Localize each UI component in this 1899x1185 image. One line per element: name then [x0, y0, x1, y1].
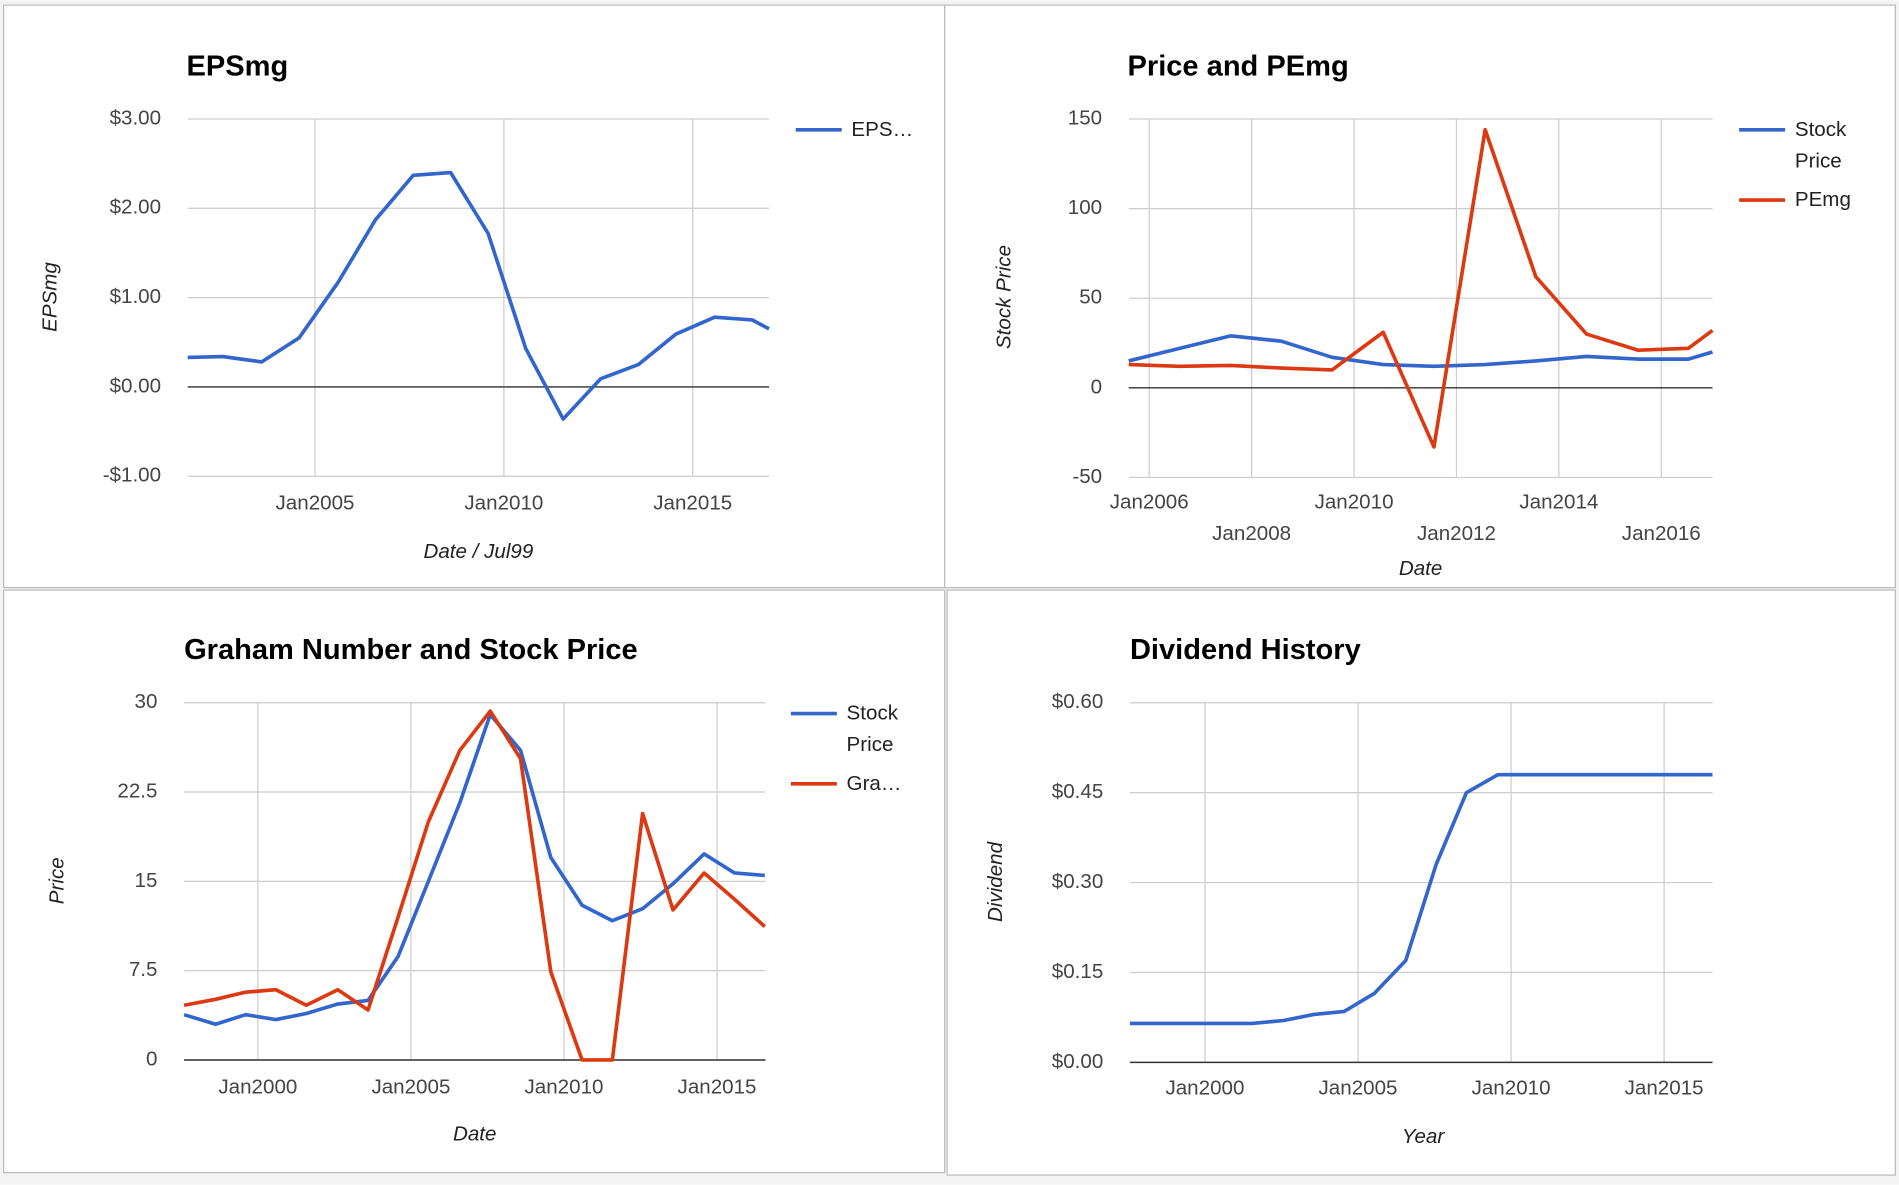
chart-title: EPSmg	[187, 50, 289, 82]
y-tick-label: $1.00	[110, 285, 162, 308]
x-tick-label: Jan2000	[1165, 1076, 1244, 1099]
y-tick-label: 50	[1079, 286, 1102, 309]
x-tick-label: Jan2006	[1110, 490, 1189, 513]
y-tick-label: -50	[1072, 465, 1102, 488]
y-tick-label: 7.5	[129, 958, 158, 981]
x-tick-label: Jan2005	[371, 1075, 450, 1098]
series-line	[1129, 772, 1713, 1026]
y-axis-title: Dividend	[984, 841, 1007, 922]
x-tick-label: Jan2010	[525, 1075, 604, 1098]
y-tick-label: 100	[1068, 196, 1102, 219]
legend-item: EPS…	[851, 117, 914, 141]
y-tick-label: -$1.00	[103, 464, 161, 487]
legend-item: Gra…	[846, 771, 902, 795]
x-tick-label: Jan2014	[1519, 490, 1598, 513]
series-line	[1128, 334, 1714, 369]
x-tick-label: Jan2015	[1625, 1076, 1704, 1099]
y-tick-label: 15	[135, 869, 158, 892]
legend-label: Stock Price	[846, 701, 899, 756]
legend-label: Stock Price	[1794, 117, 1847, 173]
panel	[3, 4, 946, 589]
x-tick-label: Jan2010	[1315, 490, 1394, 513]
y-tick-label: 150	[1068, 106, 1102, 129]
x-tick-label: Jan2008	[1212, 522, 1291, 545]
x-tick-label: Jan2010	[464, 492, 543, 515]
x-tick-label: Jan2015	[653, 492, 732, 515]
x-axis-title: Year	[1402, 1125, 1445, 1148]
y-axis-title: Stock Price	[993, 245, 1016, 349]
x-tick-label: Jan2005	[1319, 1076, 1398, 1099]
chart-title: Dividend History	[1130, 634, 1361, 666]
x-tick-label: Jan2015	[678, 1075, 757, 1098]
y-tick-label: $0.30	[1052, 870, 1104, 893]
legend-label: EPS…	[851, 117, 914, 141]
y-tick-label: 0	[146, 1047, 157, 1070]
chart-title: Graham Number and Stock Price	[184, 634, 638, 666]
x-tick-label: Jan2005	[276, 492, 355, 515]
series-line	[183, 709, 767, 1062]
x-axis-title: Date / Jul99	[423, 540, 533, 563]
y-tick-label: 30	[135, 690, 158, 713]
y-tick-label: $0.15	[1052, 960, 1104, 983]
legend-item: Stock Price	[1794, 117, 1847, 173]
y-tick-label: $3.00	[110, 106, 162, 129]
y-tick-label: 22.5	[117, 779, 157, 802]
x-axis-title: Date	[1399, 557, 1442, 580]
y-tick-label: $0.60	[1052, 690, 1104, 713]
x-tick-label: Jan2016	[1622, 522, 1701, 545]
series-line	[1128, 127, 1714, 449]
legend-item: PEmg	[1794, 187, 1851, 212]
y-tick-label: $0.45	[1052, 780, 1104, 803]
legend-item: Stock Price	[846, 701, 899, 756]
x-tick-label: Jan2010	[1472, 1076, 1551, 1099]
y-axis-title: EPSmg	[38, 262, 61, 332]
y-tick-label: 0	[1091, 375, 1102, 398]
x-tick-label: Jan2012	[1417, 522, 1496, 545]
chart-title: Price and PEmg	[1128, 50, 1349, 82]
y-tick-label: $0.00	[110, 374, 162, 397]
x-tick-label: Jan2000	[218, 1075, 297, 1098]
legend-label: Gra…	[846, 771, 902, 795]
series-line	[187, 170, 770, 421]
legend-label: PEmg	[1794, 187, 1851, 212]
panel	[944, 4, 1896, 589]
y-axis-title: Price	[46, 857, 69, 904]
y-tick-label: $0.00	[1052, 1050, 1104, 1073]
x-axis-title: Date	[453, 1123, 496, 1146]
y-tick-label: $2.00	[110, 196, 162, 219]
